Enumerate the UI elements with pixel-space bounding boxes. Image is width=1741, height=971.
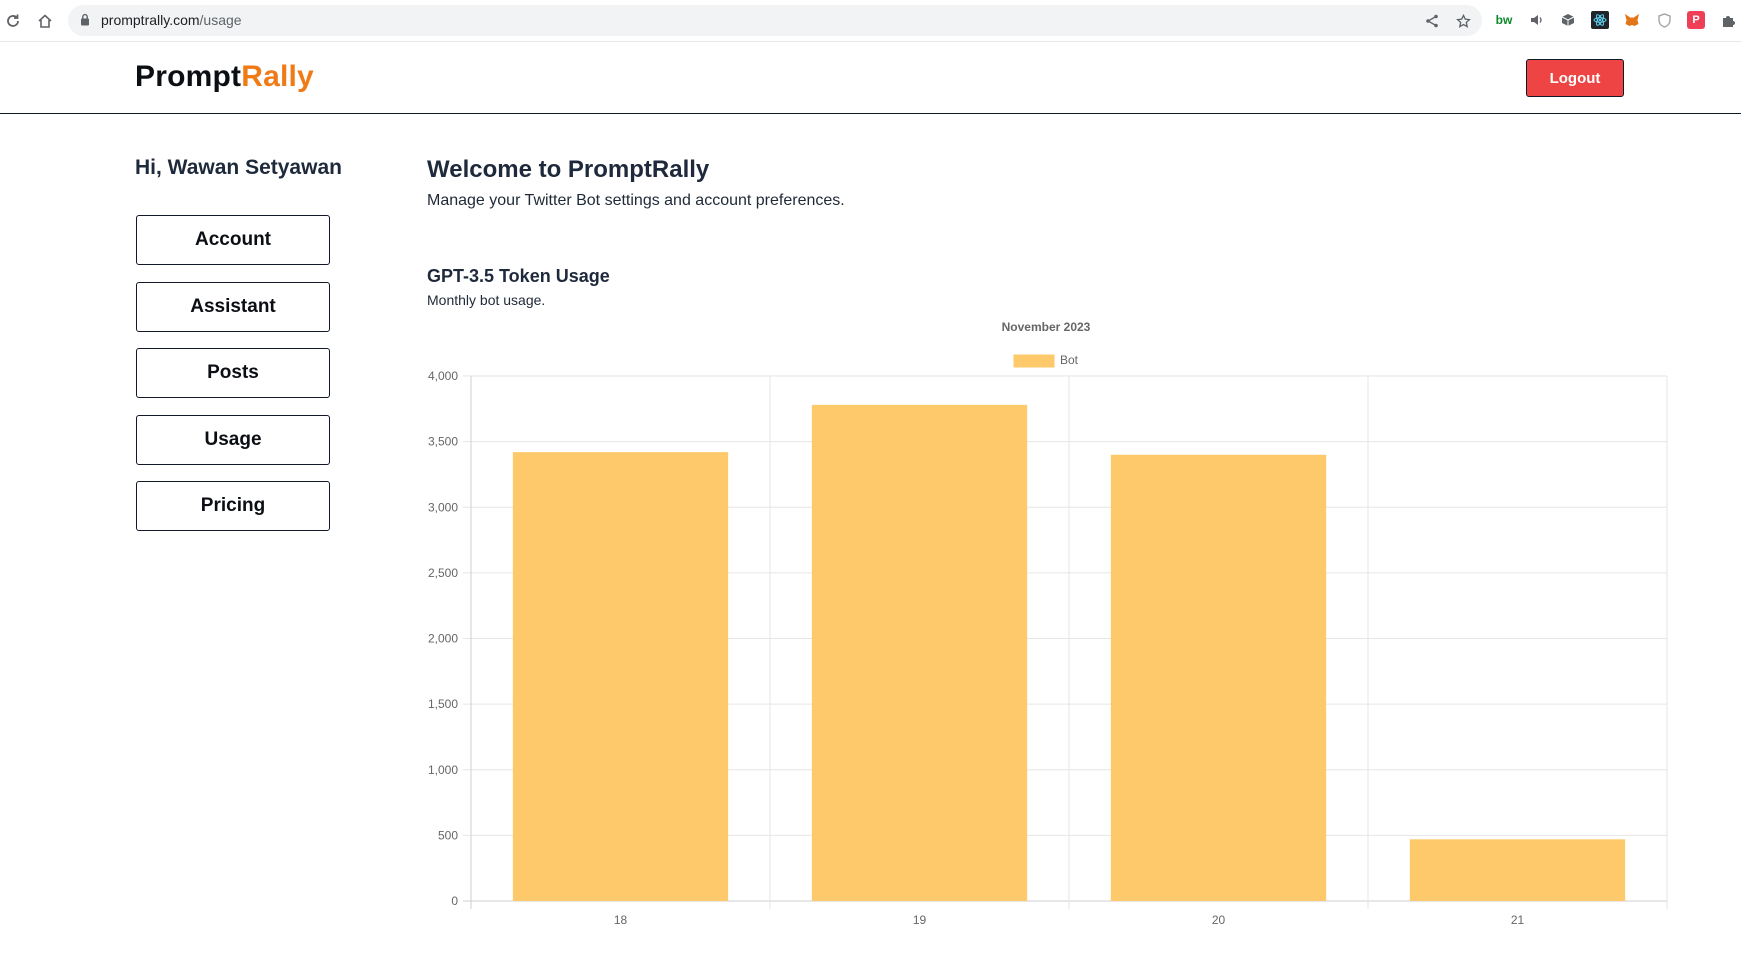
sidebar-item-usage[interactable]: Usage — [136, 415, 330, 465]
y-tick-label: 1,000 — [428, 763, 458, 777]
x-tick-label: 18 — [614, 913, 628, 927]
sidebar-item-account[interactable]: Account — [136, 215, 330, 265]
y-tick-label: 0 — [451, 894, 458, 908]
x-tick-label: 20 — [1212, 913, 1226, 927]
cube-icon[interactable] — [1559, 11, 1577, 29]
metamask-icon[interactable] — [1623, 11, 1641, 29]
address-bar[interactable]: promptrally.com/usage — [68, 5, 1482, 36]
share-icon[interactable] — [1422, 11, 1442, 31]
legend-swatch-bot[interactable] — [1013, 354, 1055, 368]
bar-18[interactable] — [512, 452, 729, 901]
y-tick-label: 2,000 — [428, 632, 458, 646]
y-tick-label: 3,500 — [428, 435, 458, 449]
section-subtitle: Monthly bot usage. — [427, 292, 546, 308]
logout-button[interactable]: Logout — [1526, 59, 1624, 97]
bar-19[interactable] — [811, 404, 1028, 901]
lock-icon — [80, 13, 90, 31]
logo-text-prompt: Prompt — [135, 60, 242, 93]
y-tick-label: 500 — [438, 828, 458, 842]
x-tick-label: 21 — [1511, 913, 1525, 927]
react-icon[interactable] — [1591, 11, 1609, 29]
y-tick-label: 3,000 — [428, 500, 458, 514]
greeting: Hi, Wawan Setyawan — [135, 156, 342, 179]
y-tick-label: 2,500 — [428, 566, 458, 580]
sidebar-item-pricing[interactable]: Pricing — [136, 481, 330, 531]
speaker-icon[interactable] — [1528, 11, 1546, 29]
bar-20[interactable] — [1110, 454, 1327, 901]
legend-label-bot: Bot — [1060, 353, 1079, 367]
browser-toolbar: promptrally.com/usage bw P — [0, 0, 1741, 42]
y-tick-label: 4,000 — [428, 369, 458, 383]
puzzle-icon[interactable] — [1719, 11, 1737, 29]
logo-text-rally: Rally — [241, 60, 314, 93]
reload-icon[interactable] — [2, 10, 24, 32]
shield-icon[interactable] — [1655, 11, 1673, 29]
bar-21[interactable] — [1409, 839, 1626, 901]
chart-title: November 2023 — [1002, 320, 1091, 334]
pocket-icon[interactable]: P — [1687, 11, 1705, 29]
site-header: PromptRally Logout — [0, 42, 1741, 114]
sidebar-item-posts[interactable]: Posts — [136, 348, 330, 398]
section-title: GPT-3.5 Token Usage — [427, 266, 610, 286]
y-tick-label: 1,500 — [428, 697, 458, 711]
page-title: Welcome to PromptRally — [427, 156, 710, 183]
bookmark-star-icon[interactable] — [1453, 11, 1473, 31]
home-icon[interactable] — [34, 10, 56, 32]
sidebar-item-assistant[interactable]: Assistant — [136, 282, 330, 332]
bitwarden-icon[interactable]: bw — [1495, 13, 1513, 27]
logo[interactable]: PromptRally — [135, 60, 314, 94]
page-subtitle: Manage your Twitter Bot settings and acc… — [427, 192, 845, 209]
url-text: promptrally.com/usage — [101, 12, 242, 28]
x-tick-label: 19 — [913, 913, 927, 927]
